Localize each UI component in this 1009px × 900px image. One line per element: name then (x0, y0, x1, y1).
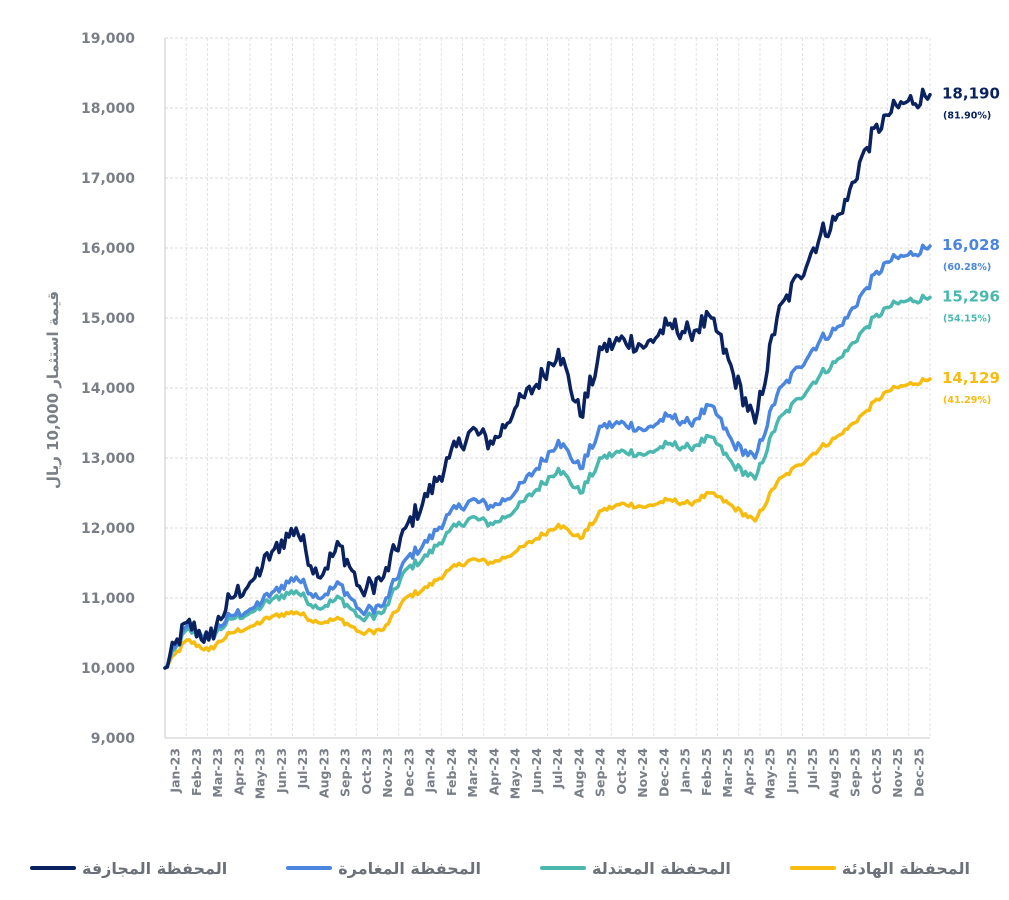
y-tick-label: 17,000 (81, 171, 135, 187)
x-tick-label: Aug-23 (316, 748, 331, 798)
y-tick-label: 16,000 (81, 241, 135, 257)
y-axis: 9,000 10,000 11,000 12,000 13,000 14,000 15,00… (81, 31, 135, 747)
y-axis-title: قيمة استثمار 10,000 ريال (44, 291, 62, 489)
series-line-2 (163, 293, 932, 670)
x-tick-label: Dec-25 (911, 748, 926, 797)
x-tick-label: Dec-24 (656, 748, 671, 797)
x-tick-label: May-23 (253, 748, 268, 799)
x-tick-label: Feb-23 (189, 748, 204, 796)
end-pct-label-0: (81.90%) (943, 111, 991, 122)
x-tick-label: Mar-24 (465, 748, 480, 798)
x-tick-label: Apr-23 (231, 748, 246, 795)
x-tick-label: Sep-25 (848, 748, 863, 797)
end-value-label-3: 14,129 (942, 369, 1000, 387)
x-tick-label: Sep-24 (593, 748, 608, 797)
x-tick-label: May-25 (763, 748, 778, 799)
y-tick-label: 14,000 (81, 381, 135, 397)
legend-swatch-calm (789, 866, 836, 870)
y-tick-label: 11,000 (81, 591, 135, 607)
x-tick-label: Nov-24 (635, 748, 650, 798)
series-line-0 (163, 87, 932, 670)
x-tick-label: Oct-25 (869, 748, 884, 795)
y-tick-label: 15,000 (81, 311, 135, 327)
legend-swatch-aggressive (30, 866, 76, 870)
x-tick-label: Apr-25 (741, 748, 756, 795)
x-tick-label: Jan-24 (423, 748, 438, 794)
x-tick-label: Jan-23 (168, 748, 183, 794)
x-tick-label: Aug-25 (826, 748, 841, 798)
x-tick-label: Jan-25 (678, 748, 693, 794)
x-tick-label: Feb-25 (699, 748, 714, 796)
legend-label-adventurous: المحفظة المغامرة (338, 858, 481, 878)
x-tick-label: Apr-24 (486, 748, 501, 796)
end-pct-label-3: (41.29%) (943, 395, 991, 406)
x-tick-label: Mar-23 (210, 748, 225, 798)
legend-label-moderate: المحفظة المعتدلة (592, 858, 731, 878)
x-tick-label: Jun-23 (274, 748, 289, 794)
legend-item-adventurous: المحفظة المغامرة (286, 859, 481, 878)
y-tick-label: 18,000 (81, 101, 135, 117)
x-tick-label: Oct-23 (359, 748, 374, 795)
end-value-label-2: 15,296 (942, 287, 1000, 305)
x-tick-label: Jul-25 (805, 748, 820, 789)
x-tick-label: Oct-24 (614, 748, 629, 795)
end-value-label-1: 16,028 (942, 236, 1000, 254)
x-tick-label: Sep-23 (338, 748, 353, 797)
x-tick-label: Mar-25 (720, 748, 735, 798)
legend-item-moderate: المحفظة المعتدلة (540, 859, 731, 878)
series-line-3 (163, 377, 932, 670)
x-tick-label: Jun-24 (529, 748, 544, 794)
y-tick-label: 10,000 (81, 661, 135, 677)
legend-swatch-moderate (540, 866, 586, 870)
end-labels: 18,190 (81.90%) 16,028 (60.28%) 15,296 (54.15… (942, 85, 1000, 406)
y-tick-label: 19,000 (81, 31, 135, 47)
grid (164, 37, 931, 739)
x-tick-label: May-24 (508, 748, 523, 800)
y-tick-label: 12,000 (81, 521, 135, 537)
legend-label-aggressive: المحفظة المجازفة (82, 858, 228, 878)
x-tick-label: Nov-23 (380, 748, 395, 798)
series-lines (163, 87, 932, 670)
x-tick-label: Jun-25 (784, 748, 799, 794)
x-tick-label: Aug-24 (571, 748, 586, 798)
x-axis: Jan-23 Feb-23 Mar-23 Apr-23 May-23 Jun-23 Jul-… (168, 748, 927, 800)
legend-label-calm: المحفظة الهادئة (841, 858, 970, 878)
x-tick-label: Feb-24 (444, 748, 459, 796)
series-line-1 (163, 243, 932, 670)
y-tick-label: 13,000 (81, 451, 135, 467)
x-tick-label: Dec-23 (401, 748, 416, 797)
x-tick-label: Nov-25 (890, 748, 905, 798)
legend-swatch-adventurous (286, 866, 333, 870)
end-value-label-0: 18,190 (942, 85, 1000, 103)
end-pct-label-2: (54.15%) (943, 313, 991, 324)
x-tick-label: Jul-23 (295, 748, 310, 789)
y-tick-label: 9,000 (91, 731, 136, 747)
x-tick-label: Jul-24 (550, 748, 565, 790)
end-pct-label-1: (60.28%) (943, 262, 991, 273)
legend: المحفظة المجازفة المحفظة المغامرة المحفظ… (30, 850, 970, 886)
legend-item-aggressive: المحفظة المجازفة (30, 859, 227, 878)
legend-item-calm: المحفظة الهادئة (789, 858, 970, 878)
